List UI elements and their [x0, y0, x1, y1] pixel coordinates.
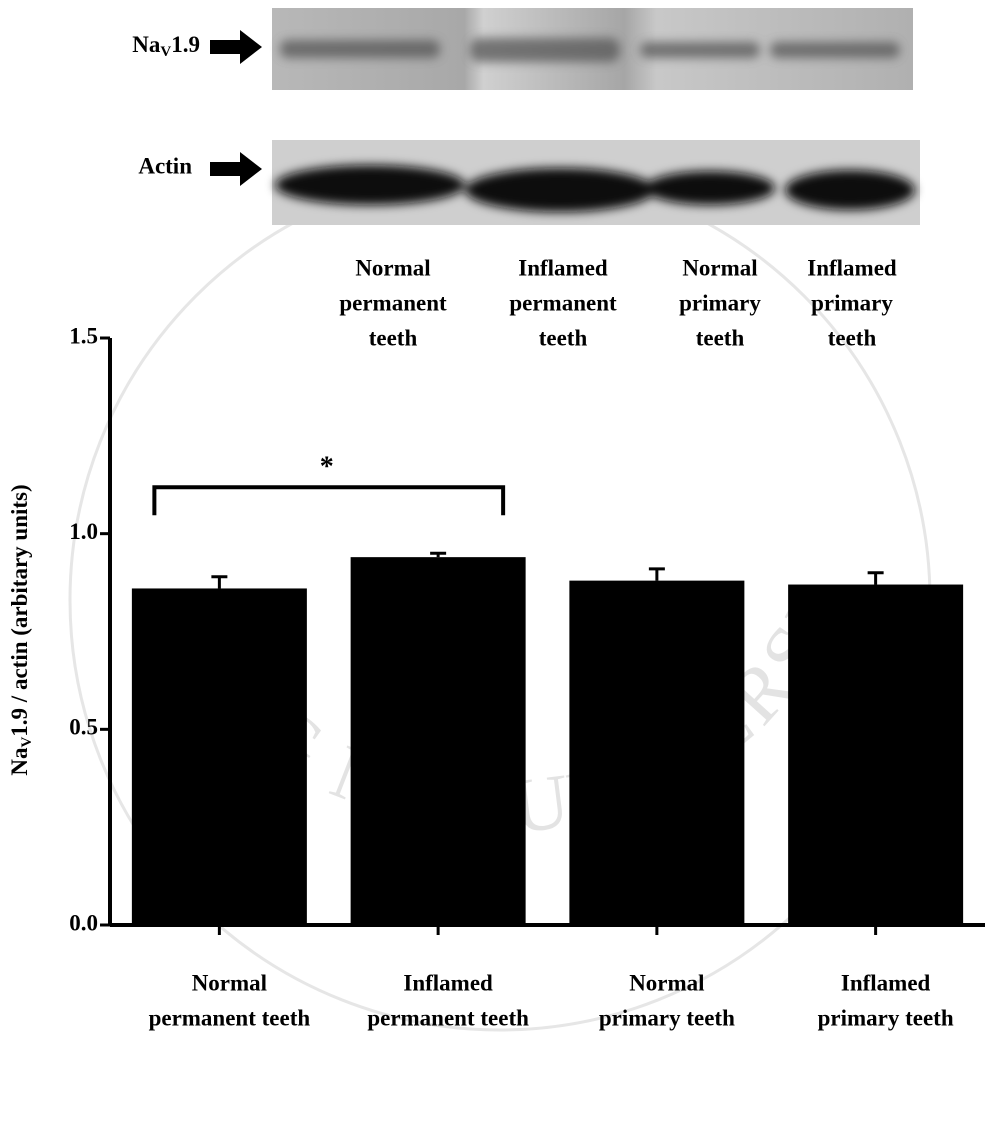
y-axis-label: NaV1.9 / actin (arbitary units) — [7, 484, 35, 775]
lane-label: teeth — [539, 325, 588, 350]
arrow — [210, 30, 262, 64]
lane-label: permanent — [339, 290, 447, 315]
bar — [788, 585, 963, 925]
bar — [132, 588, 307, 925]
lane-label: primary — [811, 290, 893, 315]
blot-lane-labels: Normal permanent teeth Inflamed permanent tee… — [339, 255, 897, 350]
bar — [569, 581, 744, 925]
lane-label: permanent — [509, 290, 617, 315]
x-tick-label: permanent teeth — [149, 1005, 311, 1030]
western-blot: NaV1.9 Actin — [132, 8, 920, 225]
lane-label: Normal — [355, 255, 430, 280]
lane-label: teeth — [696, 325, 745, 350]
lane-label: primary — [679, 290, 761, 315]
x-tick-label: Inflamed — [841, 970, 931, 995]
x-tick-label: primary teeth — [818, 1005, 954, 1030]
blot-row-label: Actin — [138, 153, 192, 178]
x-tick-label: Normal — [192, 970, 267, 995]
x-tick-label: Inflamed — [403, 970, 493, 995]
x-tick-label: permanent teeth — [367, 1005, 529, 1030]
y-tick-label: 0.5 — [69, 715, 98, 740]
y-tick-label: 1.5 — [69, 323, 98, 348]
significance-label: * — [320, 452, 334, 483]
y-tick-label: 0.0 — [69, 910, 98, 935]
lane-label: Inflamed — [807, 255, 897, 280]
y-tick-label: 1.0 — [69, 519, 98, 544]
bar — [351, 557, 526, 925]
lane-label: Inflamed — [518, 255, 608, 280]
x-tick-label: Normal — [629, 970, 704, 995]
figure: CHIANG MAI UNIVERSITY NaV1.9 Actin Norma… — [0, 0, 993, 1140]
lane-label: Normal — [682, 255, 757, 280]
lane-label: teeth — [828, 325, 877, 350]
significance-bracket — [154, 487, 503, 515]
arrow — [210, 152, 262, 186]
bar-chart: NaV1.9 / actin (arbitary units) 0.0 0.5 1.… — [7, 323, 985, 1030]
blot-row-label: NaV1.9 — [132, 32, 200, 60]
x-tick-label: primary teeth — [599, 1005, 735, 1030]
lane-label: teeth — [369, 325, 418, 350]
